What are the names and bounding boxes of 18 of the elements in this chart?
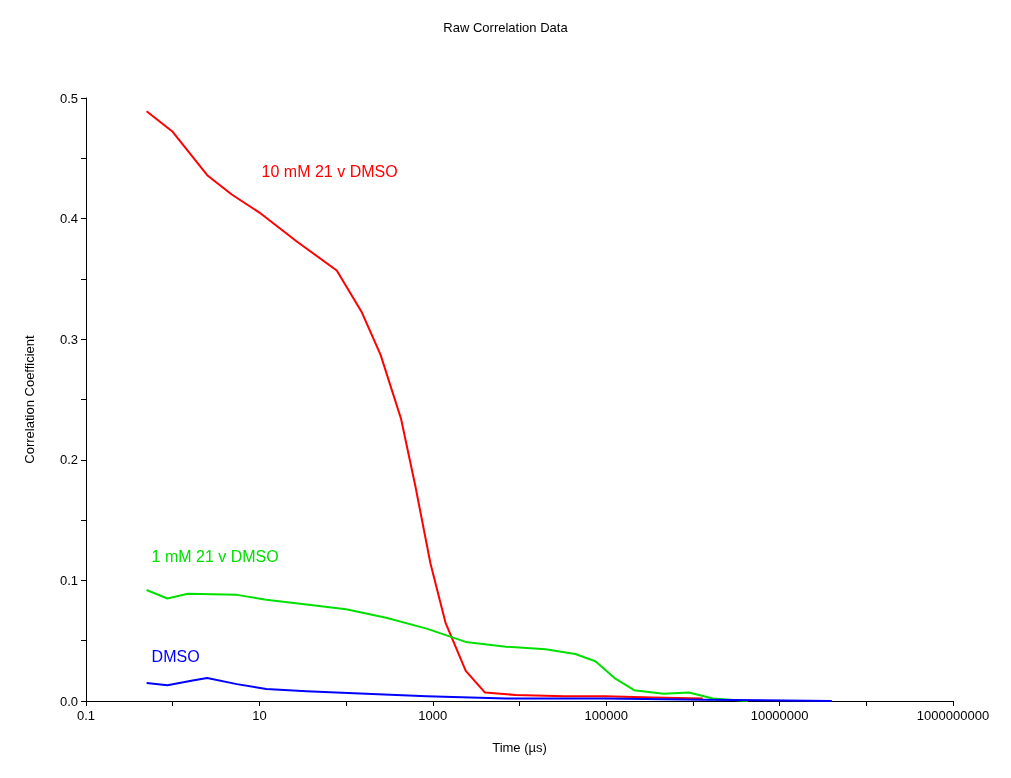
x-axis-title: Time (µs) bbox=[492, 740, 547, 755]
y-tick-label: 0.3 bbox=[59, 331, 78, 347]
x-tick-label: 1000000000 bbox=[916, 708, 990, 723]
y-tick-label: 0.2 bbox=[59, 452, 78, 468]
x-tick-label: 0.1 bbox=[76, 708, 96, 723]
y-tick-label: 0.0 bbox=[59, 693, 78, 709]
x-tick-label: 1000 bbox=[418, 708, 448, 723]
series-label: 10 mM 21 v DMSO bbox=[261, 162, 398, 180]
y-axis-title: Correlation Coefficient bbox=[22, 334, 37, 464]
x-tick-label: 100000 bbox=[584, 708, 628, 723]
chart-title: Raw Correlation Data bbox=[443, 20, 569, 35]
y-tick-label: 0.5 bbox=[59, 90, 78, 106]
y-tick-label: 0.1 bbox=[59, 572, 78, 588]
series-label: 1 mM 21 v DMSO bbox=[151, 547, 279, 565]
series-label: DMSO bbox=[151, 648, 200, 666]
x-tick-label: 10 bbox=[252, 708, 267, 723]
y-tick-label: 0.4 bbox=[59, 211, 78, 227]
x-tick-label: 10000000 bbox=[750, 708, 809, 723]
